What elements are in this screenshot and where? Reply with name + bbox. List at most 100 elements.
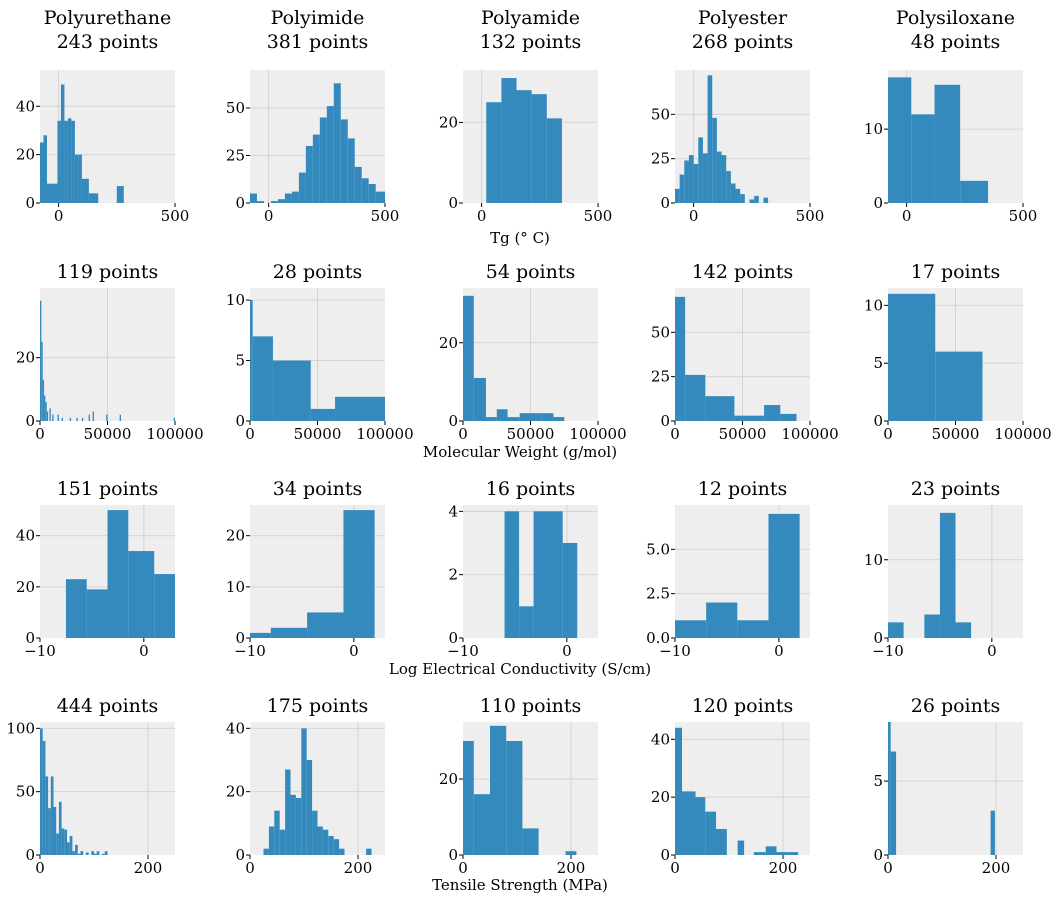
histogram-bar xyxy=(705,396,735,421)
x-tick-label: 0 xyxy=(458,859,468,877)
x-tick-label: 50000 xyxy=(719,425,767,443)
histogram-bar xyxy=(501,78,517,203)
panel-title: 132 points xyxy=(480,31,582,53)
x-tick-label: 0 xyxy=(883,425,893,443)
y-tick-label: 5.0 xyxy=(646,540,670,558)
histogram-bar xyxy=(57,120,61,203)
histogram-bar xyxy=(81,178,89,203)
histogram-bar xyxy=(41,341,43,421)
x-tick-label: 0 xyxy=(689,207,699,225)
histogram-bar xyxy=(504,511,520,638)
histogram-bar xyxy=(65,579,87,638)
histogram-bar xyxy=(46,183,51,203)
histogram-bar xyxy=(50,776,54,855)
histogram-bar xyxy=(565,851,577,855)
histogram-bar xyxy=(310,408,336,421)
y-tick-label: 20 xyxy=(439,113,458,131)
histogram-bar xyxy=(298,172,306,203)
histogram-bar xyxy=(270,201,278,203)
y-tick-label: 5 xyxy=(235,352,245,370)
panel-title: 26 points xyxy=(911,695,1001,717)
y-tick-label: 0 xyxy=(448,846,458,864)
histogram-bar xyxy=(347,138,355,203)
histogram-bar xyxy=(85,852,89,855)
x-tick-label: 100000 xyxy=(569,425,626,443)
x-tick-label: 0 xyxy=(670,859,680,877)
x-tick-label: 100000 xyxy=(994,425,1051,443)
panel-background xyxy=(888,722,1023,855)
y-tick-label: 2 xyxy=(448,566,458,584)
histogram-bar xyxy=(531,94,547,203)
histogram-bar xyxy=(776,852,788,855)
histogram-bar xyxy=(339,848,345,855)
histogram-bar xyxy=(496,409,508,421)
histogram-bar xyxy=(688,155,694,203)
y-tick-label: 20 xyxy=(226,527,245,545)
x-tick-label: 0 xyxy=(562,642,572,660)
histogram-bar xyxy=(530,413,542,421)
column-title: Polyurethane xyxy=(44,7,172,29)
histogram-bar xyxy=(263,848,269,855)
column-title: Polyimide xyxy=(271,7,365,29)
histogram-bar xyxy=(317,826,323,855)
histogram-bar xyxy=(45,402,47,421)
histogram-bar xyxy=(473,794,490,855)
histogram-bar xyxy=(268,826,275,855)
y-tick-label: 10 xyxy=(864,296,883,314)
histogram-bar xyxy=(888,622,904,638)
x-tick-label: 50000 xyxy=(84,425,132,443)
histogram-bar xyxy=(88,193,99,203)
histogram-bar xyxy=(553,417,565,421)
y-tick-label: 0 xyxy=(873,194,883,212)
histogram-bar xyxy=(716,151,722,203)
histogram-bar xyxy=(485,417,497,421)
histogram-bar xyxy=(749,199,755,203)
histogram-bar xyxy=(333,83,341,203)
panel-title: 28 points xyxy=(273,261,363,283)
histogram-bar xyxy=(46,411,49,421)
x-tick-label: 0 xyxy=(349,642,359,660)
histogram-bar xyxy=(77,853,81,855)
column-title: Polyester xyxy=(698,7,788,29)
x-tick-label: 0 xyxy=(774,642,784,660)
y-tick-label: 2.5 xyxy=(646,585,670,603)
y-tick-label: 40 xyxy=(16,527,35,545)
histogram-bar xyxy=(333,839,340,855)
histogram-bar xyxy=(301,728,307,855)
y-tick-label: 0 xyxy=(25,194,35,212)
histogram-bar xyxy=(764,405,781,421)
histogram-bar xyxy=(712,117,717,203)
histogram-bar xyxy=(463,295,474,421)
y-tick-label: 20 xyxy=(16,349,35,367)
histogram-bar xyxy=(116,186,124,203)
x-tick-label: −10 xyxy=(659,642,691,660)
histogram-bar xyxy=(44,395,46,421)
histogram-bar xyxy=(546,118,562,203)
histogram-bar xyxy=(541,413,554,421)
histogram-bar xyxy=(695,797,706,855)
histogram-bar xyxy=(81,417,84,421)
y-tick-label: 20 xyxy=(439,770,458,788)
x-tick-label: 500 xyxy=(584,207,613,225)
x-tick-label: 100000 xyxy=(781,425,838,443)
histogram-bar xyxy=(252,336,273,421)
x-tick-label: 0 xyxy=(245,425,255,443)
histogram-bar xyxy=(754,195,759,203)
histogram-bar xyxy=(69,417,72,421)
x-tick-label: 0 xyxy=(54,207,64,225)
histogram-bar xyxy=(737,620,769,638)
histogram-bar xyxy=(328,836,334,855)
histogram-bar xyxy=(684,160,689,203)
histogram-bar xyxy=(284,193,292,203)
x-tick-label: 500 xyxy=(161,207,190,225)
histogram-bar xyxy=(92,411,94,421)
y-tick-label: 0 xyxy=(660,194,670,212)
histogram-bar xyxy=(737,840,745,855)
histogram-bar xyxy=(128,551,155,638)
y-tick-label: 0 xyxy=(235,194,245,212)
histogram-bar xyxy=(960,180,989,203)
histogram-bar xyxy=(69,836,73,855)
y-tick-label: 0 xyxy=(873,629,883,647)
histogram-bar xyxy=(71,120,75,203)
y-tick-label: 0 xyxy=(25,846,35,864)
